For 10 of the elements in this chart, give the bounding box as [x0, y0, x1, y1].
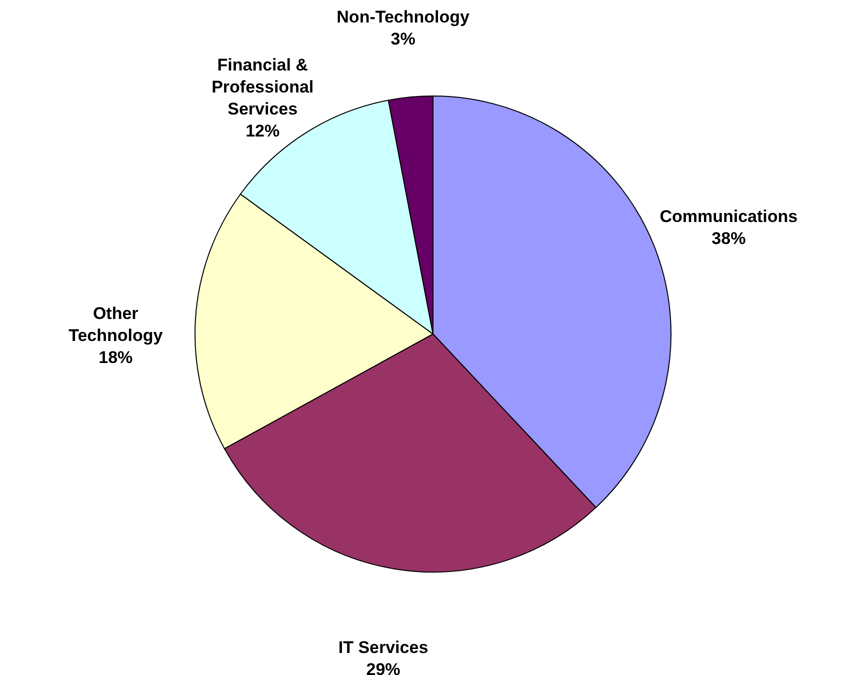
slice-label: Other Technology — [68, 304, 164, 346]
data-label: 38% — [712, 228, 746, 248]
data-label: 18% — [98, 348, 133, 368]
data-label: 3% — [390, 29, 416, 48]
slice-label: IT Services — [338, 638, 428, 658]
slice-label: Financial & Professional Services — [212, 56, 314, 119]
slice-label: Non-Technology — [336, 7, 470, 26]
data-label: 12% — [246, 122, 280, 141]
slice-label: Communications — [660, 206, 798, 226]
data-label: 29% — [366, 660, 400, 675]
